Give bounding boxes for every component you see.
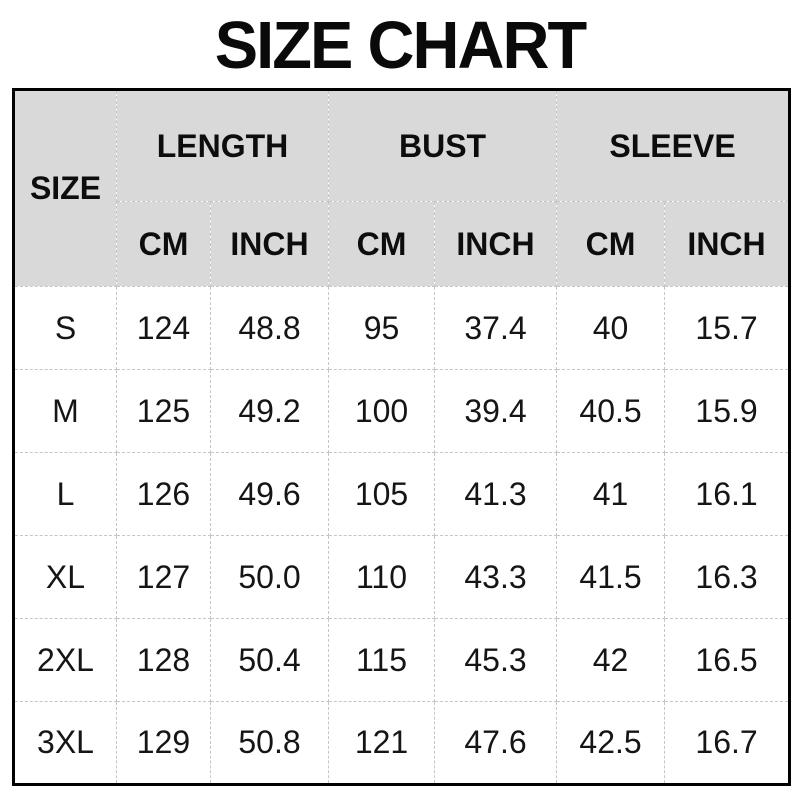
- value-cell: 50.8: [209, 701, 330, 785]
- value-cell: 16.3: [664, 535, 791, 619]
- unit-header-bust-cm: CM: [328, 201, 436, 287]
- value-cell: 41.3: [434, 452, 558, 536]
- value-cell: 110: [328, 535, 436, 619]
- value-cell: 41: [556, 452, 666, 536]
- value-cell: 15.7: [664, 286, 791, 370]
- size-cell: 2XL: [13, 618, 117, 702]
- size-cell: S: [13, 286, 117, 370]
- value-cell: 47.6: [434, 701, 558, 785]
- unit-header-sleeve-inch: INCH: [664, 201, 791, 287]
- value-cell: 126: [116, 452, 211, 536]
- value-cell: 100: [328, 369, 436, 453]
- table-row-s: S 124 48.8 95 37.4 40 15.7: [13, 286, 791, 370]
- group-header-sleeve: SLEEVE: [556, 89, 791, 202]
- unit-header-bust-inch: INCH: [434, 201, 558, 287]
- value-cell: 42: [556, 618, 666, 702]
- value-cell: 121: [328, 701, 436, 785]
- value-cell: 43.3: [434, 535, 558, 619]
- value-cell: 49.6: [209, 452, 330, 536]
- value-cell: 127: [116, 535, 211, 619]
- value-cell: 49.2: [209, 369, 330, 453]
- value-cell: 50.4: [209, 618, 330, 702]
- unit-header-length-inch: INCH: [209, 201, 330, 287]
- value-cell: 95: [328, 286, 436, 370]
- value-cell: 50.0: [209, 535, 330, 619]
- table-row-m: M 125 49.2 100 39.4 40.5 15.9: [13, 369, 791, 453]
- size-cell: XL: [13, 535, 117, 619]
- table-row-3xl: 3XL 129 50.8 121 47.6 42.5 16.7: [13, 701, 791, 785]
- value-cell: 42.5: [556, 701, 666, 785]
- value-cell: 16.1: [664, 452, 791, 536]
- table-row-l: L 126 49.6 105 41.3 41 16.1: [13, 452, 791, 536]
- unit-header-length-cm: CM: [116, 201, 211, 287]
- value-cell: 128: [116, 618, 211, 702]
- group-header-length: LENGTH: [115, 89, 330, 202]
- value-cell: 45.3: [434, 618, 558, 702]
- page-title: SIZE CHART: [214, 7, 587, 83]
- value-cell: 16.5: [664, 618, 791, 702]
- value-cell: 40: [556, 286, 666, 370]
- value-cell: 129: [116, 701, 211, 785]
- value-cell: 124: [116, 286, 211, 370]
- value-cell: 41.5: [556, 535, 666, 619]
- value-cell: 39.4: [434, 369, 558, 453]
- value-cell: 40.5: [556, 369, 666, 453]
- value-cell: 16.7: [664, 701, 791, 785]
- size-chart-table: SIZE LENGTH BUST SLEEVE CM INCH CM INCH …: [12, 88, 792, 786]
- value-cell: 125: [116, 369, 211, 453]
- table-row-xl: XL 127 50.0 110 43.3 41.5 16.3: [13, 535, 791, 619]
- value-cell: 105: [328, 452, 436, 536]
- value-cell: 37.4: [434, 286, 558, 370]
- corner-header-size: SIZE: [13, 89, 117, 287]
- size-cell: M: [13, 369, 117, 453]
- size-cell: 3XL: [13, 701, 117, 785]
- value-cell: 48.8: [209, 286, 330, 370]
- group-header-bust: BUST: [328, 89, 558, 202]
- value-cell: 115: [328, 618, 436, 702]
- size-cell: L: [13, 452, 117, 536]
- table-row-2xl: 2XL 128 50.4 115 45.3 42 16.5: [13, 618, 791, 702]
- unit-header-sleeve-cm: CM: [556, 201, 666, 287]
- value-cell: 15.9: [664, 369, 791, 453]
- header-unit-row: CM INCH CM INCH CM INCH: [14, 201, 791, 287]
- header-group-row: SIZE LENGTH BUST SLEEVE: [13, 89, 791, 287]
